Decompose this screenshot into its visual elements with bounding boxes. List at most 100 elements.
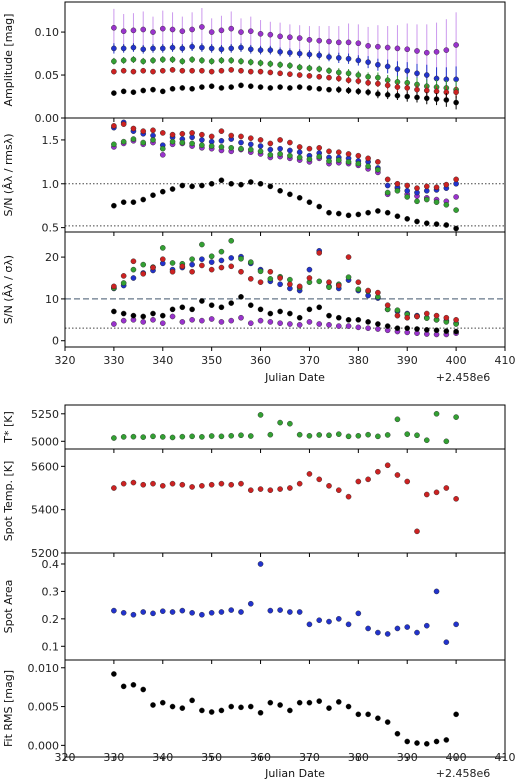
- data-point: [375, 433, 381, 440]
- data-point: [111, 90, 117, 96]
- data-point: [130, 258, 137, 265]
- data-point: [345, 70, 352, 77]
- data-point: [296, 194, 303, 201]
- data-point: [199, 317, 205, 324]
- data-point: [247, 46, 254, 53]
- data-point: [316, 250, 323, 256]
- data-point: [443, 47, 450, 53]
- data-point: [247, 83, 254, 90]
- data-point: [199, 611, 205, 618]
- data-point: [228, 300, 235, 306]
- data-point: [404, 46, 411, 53]
- y-axis-label-spot-temp: Spot Temp. [K]: [2, 461, 15, 542]
- data-point: [150, 480, 156, 487]
- data-point: [394, 307, 401, 314]
- data-point: [179, 130, 186, 137]
- data-point: [453, 194, 459, 200]
- data-point: [335, 487, 342, 493]
- data-point: [140, 261, 147, 268]
- data-point: [345, 317, 352, 323]
- data-point: [140, 58, 147, 65]
- data-point: [120, 28, 127, 35]
- data-point: [287, 85, 293, 91]
- x-tick-label: 350: [201, 354, 222, 367]
- data-point: [326, 322, 332, 328]
- data-point: [384, 92, 391, 98]
- data-point: [404, 194, 411, 200]
- data-point: [130, 479, 137, 486]
- data-point: [130, 136, 137, 142]
- data-point: [257, 279, 264, 285]
- x-tick-label: 350: [201, 751, 222, 764]
- data-point: [433, 184, 440, 191]
- data-point: [433, 199, 440, 205]
- data-point: [443, 485, 450, 491]
- data-point: [277, 308, 283, 315]
- data-point: [169, 85, 176, 92]
- data-point: [306, 65, 313, 71]
- data-point: [404, 624, 411, 630]
- data-point: [375, 166, 381, 173]
- data-point: [111, 671, 117, 677]
- x-tick-label: 400: [446, 354, 467, 367]
- data-point: [355, 78, 362, 84]
- data-point: [189, 130, 195, 136]
- data-point: [296, 144, 303, 150]
- data-point: [335, 75, 342, 82]
- data-point: [355, 286, 362, 293]
- x-tick-label: 360: [250, 751, 271, 764]
- data-point: [247, 28, 254, 35]
- data-point: [306, 471, 313, 477]
- data-point: [277, 61, 283, 68]
- data-point: [375, 326, 381, 332]
- y-tick-label: 0.1: [42, 640, 60, 653]
- data-point: [218, 144, 225, 150]
- data-point: [345, 55, 352, 62]
- data-point: [355, 478, 362, 485]
- data-point: [277, 607, 283, 613]
- data-point: [150, 68, 156, 75]
- data-point: [199, 434, 205, 440]
- series-fit-rms-0: [111, 671, 459, 747]
- data-point: [355, 317, 362, 323]
- data-point: [120, 317, 127, 324]
- data-point: [189, 306, 195, 313]
- data-point: [423, 183, 430, 190]
- data-point: [277, 275, 283, 281]
- data-point: [394, 92, 401, 99]
- data-point: [335, 149, 342, 155]
- data-point: [316, 617, 323, 624]
- data-point: [130, 433, 137, 440]
- data-point: [414, 326, 420, 332]
- data-point: [179, 304, 186, 311]
- data-point: [277, 84, 283, 90]
- y-axis-label-snr-rms: S/N (Âλ / rmsλ): [2, 133, 15, 216]
- data-point: [423, 49, 430, 56]
- data-point: [384, 719, 391, 725]
- data-point: [111, 141, 117, 148]
- data-point: [384, 182, 391, 189]
- data-point: [169, 56, 176, 63]
- data-point: [208, 302, 215, 308]
- data-point: [423, 741, 430, 747]
- data-point: [394, 84, 401, 90]
- data-point: [355, 211, 362, 218]
- data-point: [140, 196, 147, 203]
- data-point: [326, 86, 332, 93]
- data-point: [355, 88, 362, 95]
- data-point: [404, 314, 411, 321]
- data-point: [277, 145, 283, 152]
- data-point: [404, 216, 411, 222]
- data-point: [218, 433, 225, 440]
- data-point: [218, 480, 225, 487]
- data-point: [433, 312, 440, 319]
- data-point: [247, 703, 254, 710]
- data-point: [335, 323, 342, 329]
- data-point: [355, 324, 362, 331]
- data-point: [228, 145, 235, 151]
- y-tick-label: 5250: [31, 408, 59, 421]
- data-point: [247, 487, 254, 493]
- data-point: [238, 480, 244, 487]
- data-point: [238, 133, 244, 140]
- data-point: [316, 37, 323, 44]
